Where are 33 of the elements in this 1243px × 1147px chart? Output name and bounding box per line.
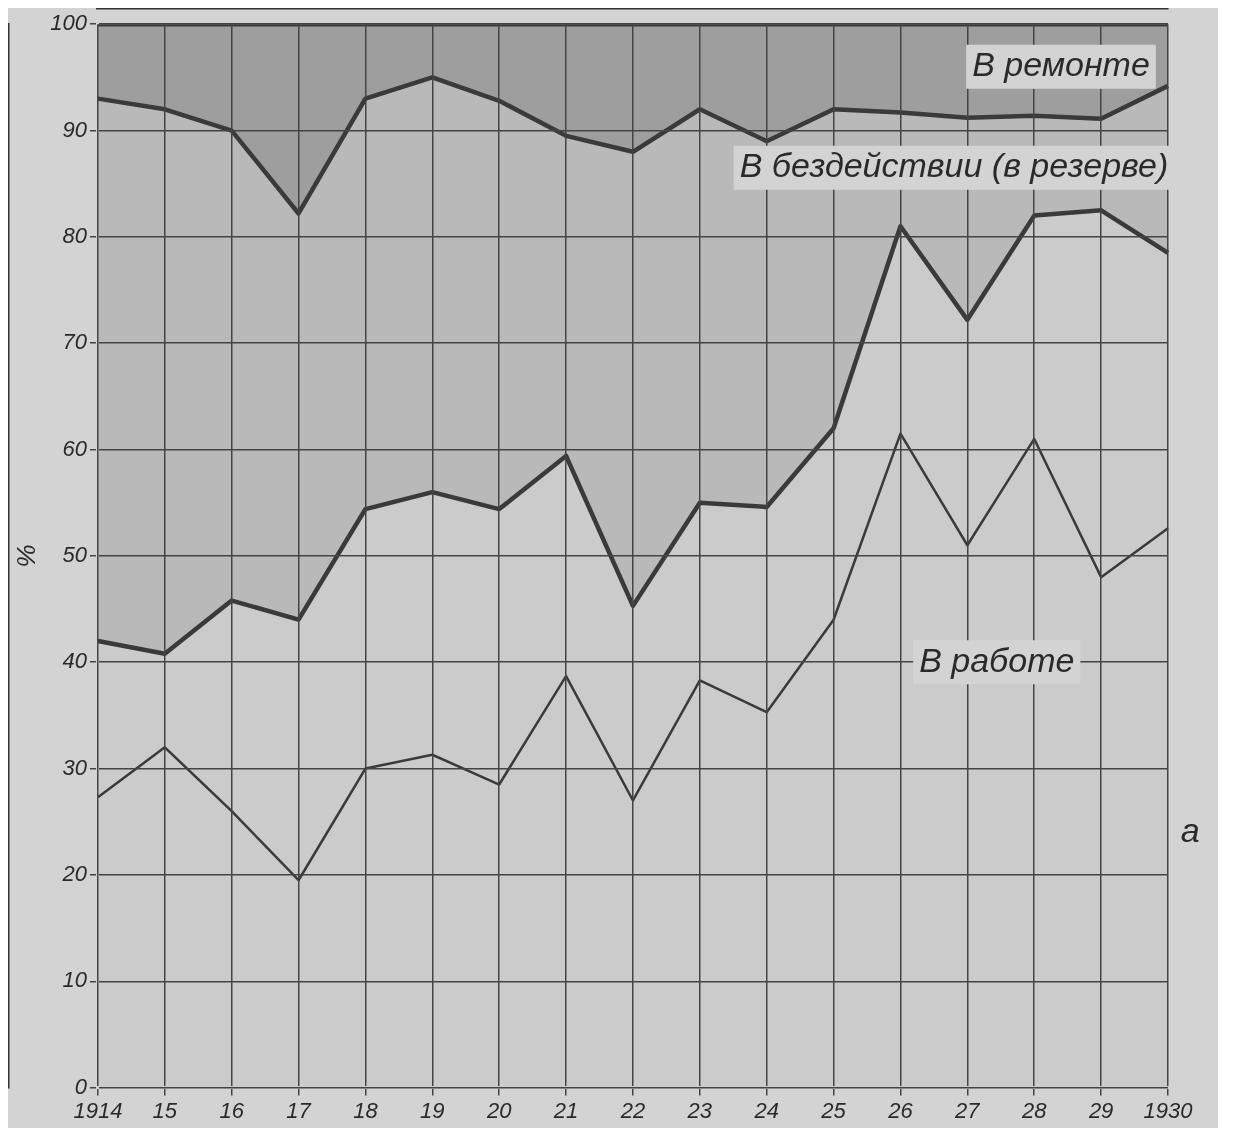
x-tick-label: 23 (686, 1097, 713, 1123)
x-tick-label: 27 (954, 1097, 981, 1123)
y-tick-label: 40 (62, 648, 88, 674)
x-tick-label: 16 (219, 1097, 245, 1123)
x-tick-label: 21 (552, 1097, 579, 1123)
y-tick-label: 90 (62, 116, 88, 142)
x-tick-label: 22 (619, 1097, 646, 1123)
y-tick-label: 60 (62, 435, 88, 461)
x-tick-label: 20 (485, 1097, 513, 1123)
x-tick-label: 18 (353, 1097, 379, 1123)
x-tick-label: 24 (753, 1097, 779, 1123)
text: a (1180, 810, 1200, 849)
y-tick-label: 100 (50, 10, 88, 36)
x-tick-label: 17 (286, 1097, 312, 1123)
x-tick-label: 26 (887, 1097, 914, 1123)
y-tick-label: 10 (62, 967, 88, 993)
annotation: В ремонте (972, 45, 1150, 84)
y-tick-label: 80 (62, 223, 88, 249)
y-tick-label: 20 (61, 861, 88, 887)
x-tick-label: 1930 (1143, 1097, 1194, 1123)
annotation: В бездействии (в резерве) (739, 146, 1169, 185)
y-axis-title: % (10, 544, 41, 568)
x-tick-label: 15 (152, 1097, 178, 1123)
x-tick-label: 19 (420, 1097, 445, 1123)
annotation: В работе (919, 640, 1075, 679)
y-tick-label: 70 (62, 329, 88, 355)
x-tick-label: 1914 (73, 1097, 123, 1123)
x-tick-label: 25 (820, 1097, 847, 1123)
x-tick-label: 29 (1087, 1097, 1114, 1123)
y-tick-label: 50 (62, 542, 88, 568)
x-tick-label: 28 (1021, 1097, 1048, 1123)
y-tick-label: 0 (74, 1073, 88, 1099)
y-tick-label: 30 (62, 754, 88, 780)
